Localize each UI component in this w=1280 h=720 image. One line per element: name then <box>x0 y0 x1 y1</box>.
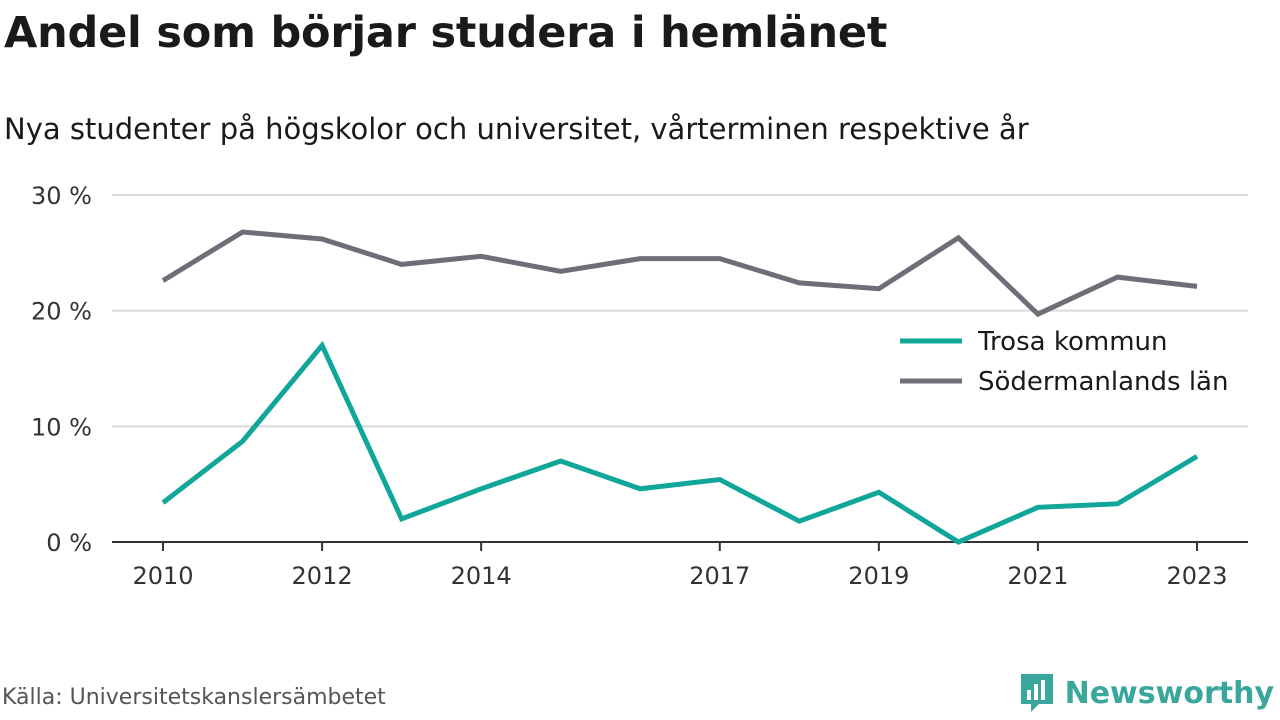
x-axis-ticks: 2010 2012 2014 2017 2019 2021 2023 <box>132 542 1227 590</box>
y-axis-ticks: 0 % 10 % 20 % 30 % <box>31 182 92 557</box>
legend: Trosa kommun Södermanlands län <box>900 327 1228 397</box>
x-tick-label: 2019 <box>848 562 909 590</box>
legend-label: Trosa kommun <box>977 327 1167 357</box>
brand-name: Newsworthy <box>1065 676 1274 711</box>
y-tick-label: 0 % <box>46 529 92 557</box>
y-tick-label: 10 % <box>31 413 92 441</box>
y-tick-label: 30 % <box>31 182 92 210</box>
brand-logo: Newsworthy <box>1019 672 1274 714</box>
source-note: Källa: Universitetskanslersämbetet <box>2 685 386 710</box>
x-tick-label: 2014 <box>451 562 512 590</box>
x-tick-label: 2012 <box>292 562 353 590</box>
series-line-s-dermanlands-l-n <box>163 232 1197 314</box>
bar-chart-speech-bubble-icon <box>1019 672 1055 714</box>
legend-label: Södermanlands län <box>978 367 1228 397</box>
x-tick-label: 2017 <box>689 562 750 590</box>
x-tick-label: 2023 <box>1166 562 1227 590</box>
x-tick-label: 2021 <box>1007 562 1068 590</box>
y-tick-label: 20 % <box>31 298 92 326</box>
x-tick-label: 2010 <box>132 562 193 590</box>
